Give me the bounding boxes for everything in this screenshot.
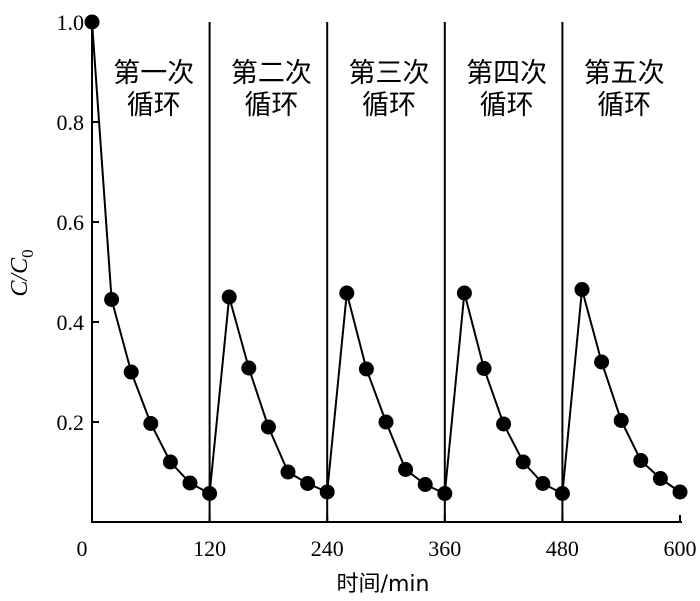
data-point (221, 289, 237, 305)
cycle-label-line1: 第三次 (349, 58, 430, 89)
data-point (613, 413, 629, 428)
x-tick-label: 480 (546, 536, 579, 561)
data-point (300, 476, 316, 491)
data-point (496, 416, 512, 432)
data-point (594, 354, 610, 370)
cycle-label-line1: 第四次 (466, 58, 547, 89)
data-point (260, 419, 276, 435)
data-point (319, 484, 335, 500)
cycle-label-line1: 第二次 (231, 58, 312, 89)
plot-area (84, 14, 688, 522)
cycle-label-line2: 循环 (597, 90, 651, 121)
data-point (143, 416, 159, 431)
data-point (182, 475, 198, 491)
cycle-label-line1: 第一次 (113, 58, 194, 89)
cycle-label-line2: 循环 (244, 90, 298, 121)
data-point (241, 360, 257, 376)
cycle-label-line2: 循环 (362, 90, 416, 121)
y-ticks: 0.2 0.4 0.6 0.8 1.0 (57, 10, 99, 435)
data-point (476, 361, 492, 376)
data-point (633, 453, 649, 468)
data-point (535, 476, 551, 491)
data-point (104, 292, 120, 307)
data-point (202, 486, 218, 501)
x-ticks: 0 120 240 360 480 600 (77, 515, 697, 561)
data-point (378, 414, 394, 430)
data-point (515, 454, 531, 470)
data-point (84, 14, 100, 30)
data-point (339, 285, 355, 301)
y-tick-label: 0.4 (57, 310, 85, 335)
x-tick-label: 0 (77, 536, 88, 561)
y-axis-label: C/C0 (7, 249, 37, 296)
data-point (456, 285, 472, 301)
data-point (417, 477, 433, 492)
data-point (672, 484, 688, 500)
cycle-label-line2: 循环 (127, 90, 181, 121)
data-point (358, 361, 374, 377)
x-tick-label: 600 (664, 536, 697, 561)
axes (91, 22, 682, 523)
data-point (162, 454, 178, 470)
x-tick-label: 120 (193, 536, 226, 561)
data-point (652, 471, 668, 486)
cycle-label-line1: 第五次 (584, 58, 665, 89)
x-tick-label: 240 (311, 536, 344, 561)
y-tick-label: 0.6 (57, 210, 85, 235)
data-point (554, 486, 570, 501)
data-point (574, 282, 590, 297)
data-point (123, 364, 139, 380)
y-tick-label: 0.2 (57, 410, 85, 435)
data-point (280, 464, 296, 480)
data-point (398, 462, 414, 477)
cycle-label-line2: 循环 (480, 90, 534, 121)
data-point (437, 486, 453, 501)
y-tick-label: 0.8 (57, 110, 85, 135)
y-tick-label: 1.0 (57, 10, 85, 35)
x-axis-label: 时间/min (337, 572, 430, 597)
x-tick-label: 360 (428, 536, 461, 561)
